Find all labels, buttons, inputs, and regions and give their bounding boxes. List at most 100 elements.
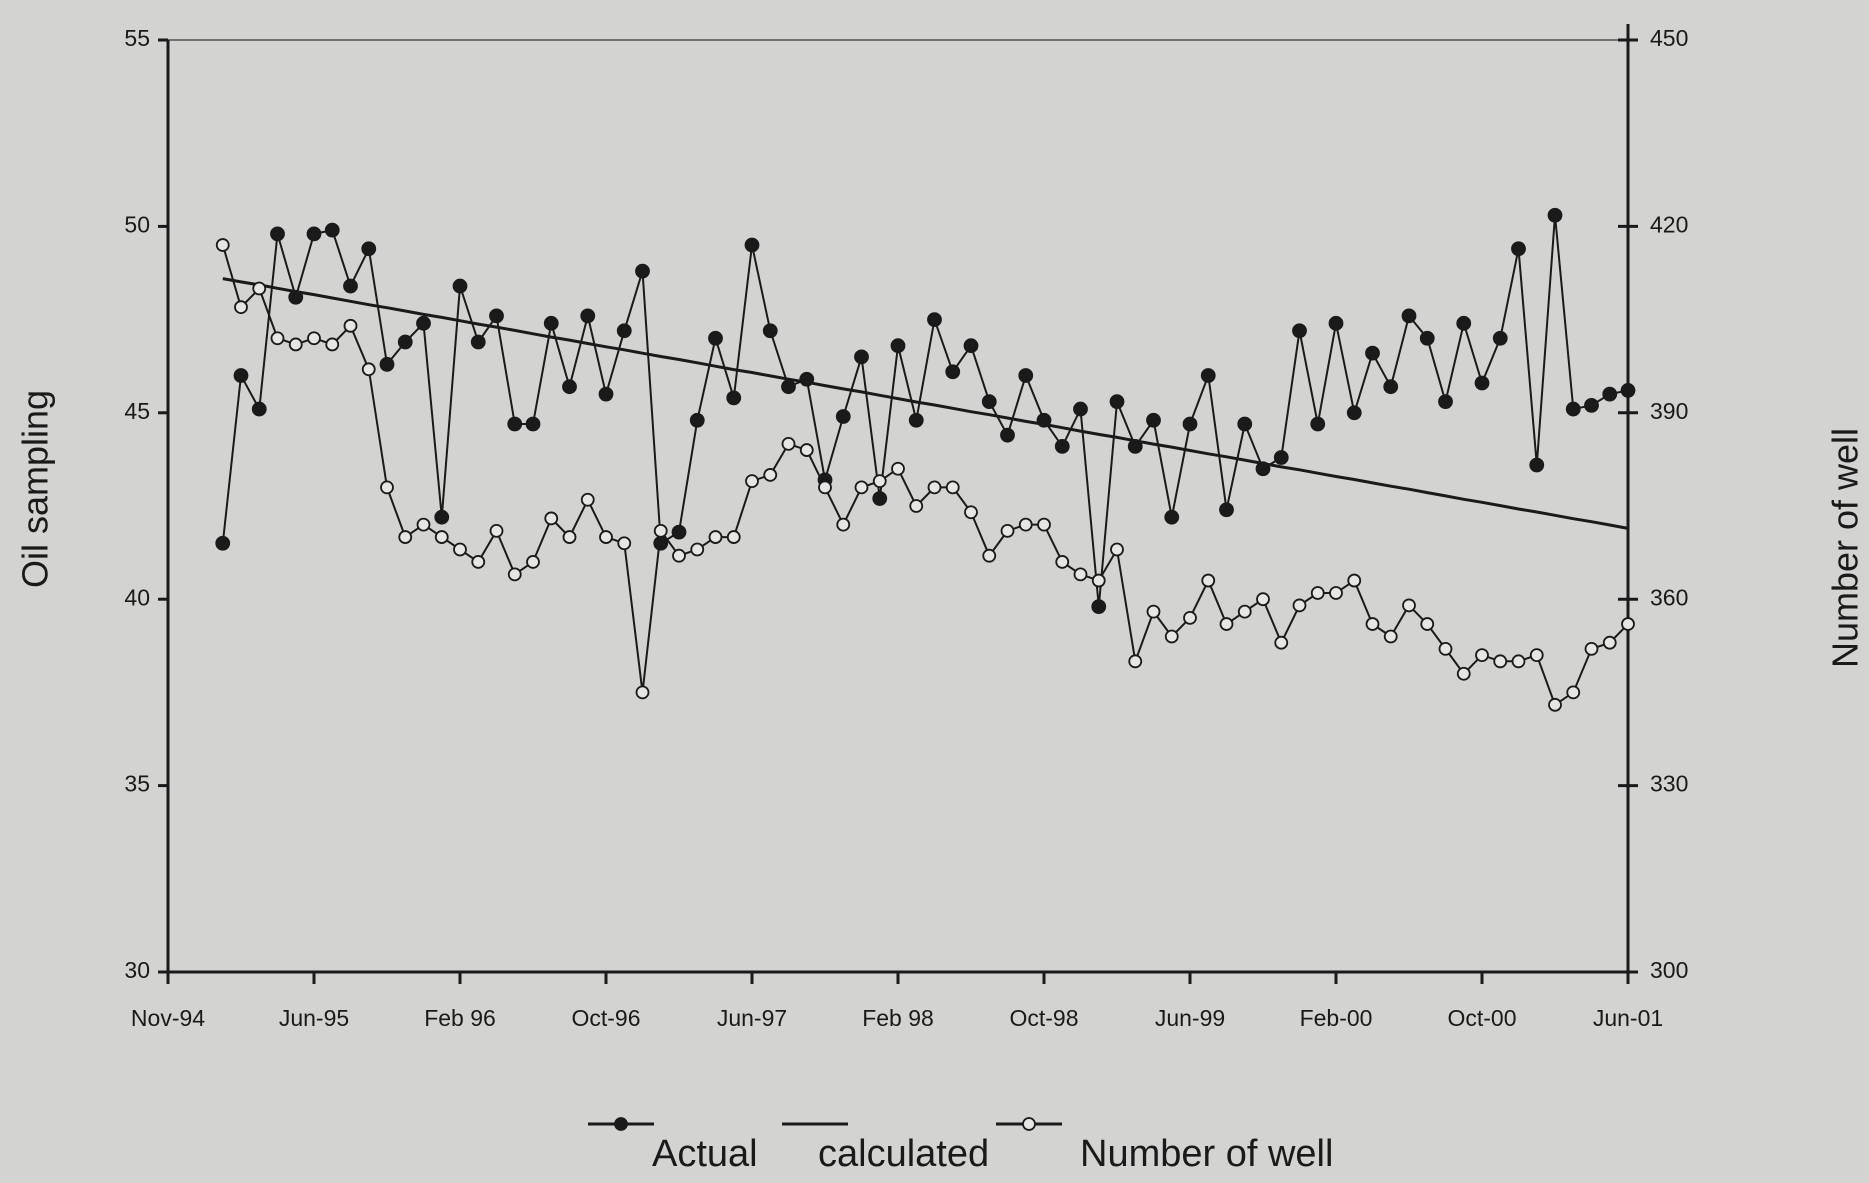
data-point [343, 318, 358, 333]
data-point [891, 461, 905, 476]
data-point [726, 390, 742, 406]
data-point [1456, 666, 1471, 681]
x-tick-label: Nov-94 [131, 1005, 205, 1031]
data-point [1018, 368, 1034, 383]
data-point [1347, 573, 1362, 588]
data-point [215, 238, 230, 252]
data-point [1292, 323, 1307, 339]
data-point [1109, 394, 1125, 410]
data-point [452, 278, 468, 294]
data-point [1274, 635, 1289, 650]
data-point [708, 530, 723, 544]
x-tick-label: Feb 96 [424, 1005, 496, 1031]
data-point [1091, 599, 1107, 615]
data-point [981, 394, 997, 410]
data-point [1037, 517, 1051, 532]
data-point [689, 412, 705, 428]
data-point [471, 555, 486, 569]
data-point [1000, 427, 1015, 443]
data-point [1566, 685, 1581, 700]
legend-label: calculated [818, 1133, 989, 1175]
data-point [1146, 412, 1161, 428]
legend-label: Actual [652, 1133, 758, 1175]
data-point [1602, 386, 1618, 402]
data-point [379, 356, 395, 372]
data-point [854, 349, 869, 365]
data-point [1584, 642, 1599, 656]
legend-marker [614, 1117, 628, 1131]
data-point [307, 331, 321, 346]
y2-tick-label: 390 [1650, 398, 1688, 424]
y-tick-label: 45 [124, 398, 150, 424]
y-axis-title: Oil sampling [15, 390, 56, 588]
data-point [1219, 502, 1234, 518]
y-tick-label: 30 [124, 957, 150, 983]
data-point [1438, 394, 1453, 410]
data-point [1621, 617, 1635, 631]
y2-tick-label: 420 [1650, 211, 1688, 237]
data-point [1273, 450, 1289, 465]
data-point [599, 530, 613, 544]
data-point [635, 263, 650, 279]
data-point [1565, 401, 1581, 417]
data-point [1620, 383, 1636, 398]
data-point [872, 474, 887, 489]
data-point [1201, 573, 1216, 588]
data-point [234, 300, 248, 315]
data-point [1164, 509, 1180, 525]
data-point [671, 524, 687, 540]
data-point [781, 379, 796, 395]
data-point [1128, 654, 1143, 669]
data-point [616, 323, 632, 339]
data-point [690, 542, 705, 557]
data-point [1018, 517, 1033, 532]
data-point [1419, 330, 1435, 346]
data-point [1329, 586, 1343, 600]
data-point [799, 443, 814, 457]
data-point [1200, 368, 1216, 383]
data-point [781, 436, 796, 451]
data-point [380, 480, 394, 495]
data-point [945, 480, 960, 495]
data-point [1073, 401, 1088, 417]
data-point [836, 517, 851, 532]
data-point [872, 491, 888, 506]
series-line [221, 215, 1629, 607]
data-point [1073, 567, 1088, 582]
data-point [909, 499, 924, 513]
data-point [306, 226, 322, 242]
data-point [489, 308, 504, 324]
data-point [1383, 629, 1398, 644]
x-tick-label: Feb 98 [862, 1005, 934, 1031]
data-point [653, 523, 668, 538]
data-point [927, 480, 942, 495]
data-point [434, 509, 450, 525]
data-point [580, 492, 595, 507]
data-point [1438, 642, 1453, 656]
data-point [762, 323, 778, 339]
data-point [252, 281, 267, 296]
data-point [1493, 654, 1508, 669]
data-point [361, 362, 376, 377]
y2-tick-label: 450 [1650, 25, 1688, 51]
data-point [1237, 416, 1253, 432]
data-point [1383, 379, 1399, 395]
data-point [835, 409, 851, 424]
data-point [325, 337, 340, 352]
data-point [1310, 586, 1325, 600]
data-point [1219, 617, 1234, 631]
data-point [726, 530, 741, 544]
data-point [1511, 241, 1526, 257]
data-point [1584, 397, 1599, 413]
data-point [1110, 542, 1124, 557]
data-point [1401, 308, 1417, 324]
data-point [525, 416, 541, 432]
data-point [964, 505, 978, 520]
x-tick-label: Jun-97 [717, 1005, 787, 1031]
data-point [251, 401, 267, 417]
y-tick-label: 55 [124, 25, 150, 51]
data-point [1055, 555, 1070, 569]
data-point [982, 548, 997, 563]
x-tick-label: Jun-99 [1155, 1005, 1225, 1031]
data-point [1474, 375, 1490, 391]
